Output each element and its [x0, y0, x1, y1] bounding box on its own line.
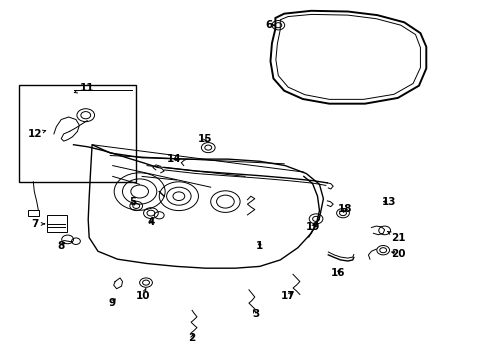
- Bar: [28, 210, 39, 216]
- Text: 19: 19: [305, 222, 320, 232]
- Text: 5: 5: [130, 197, 137, 207]
- Text: 17: 17: [281, 291, 295, 301]
- Text: 9: 9: [108, 298, 115, 308]
- Text: 18: 18: [338, 204, 353, 214]
- Text: 13: 13: [382, 197, 397, 207]
- Text: 21: 21: [388, 231, 405, 243]
- Bar: [47, 215, 67, 232]
- Text: 16: 16: [331, 268, 345, 278]
- Text: 7: 7: [31, 219, 45, 229]
- Text: 3: 3: [252, 309, 259, 319]
- Text: 2: 2: [189, 333, 196, 343]
- Text: 10: 10: [136, 288, 150, 301]
- Text: 4: 4: [147, 217, 155, 228]
- Text: 6: 6: [265, 20, 275, 30]
- Text: 20: 20: [391, 249, 405, 259]
- Text: 11: 11: [74, 83, 95, 93]
- Text: 14: 14: [167, 154, 181, 164]
- Text: 12: 12: [28, 129, 46, 139]
- Bar: [19, 85, 136, 182]
- Text: 8: 8: [58, 240, 65, 251]
- Text: 1: 1: [256, 240, 263, 251]
- Text: 15: 15: [197, 134, 212, 144]
